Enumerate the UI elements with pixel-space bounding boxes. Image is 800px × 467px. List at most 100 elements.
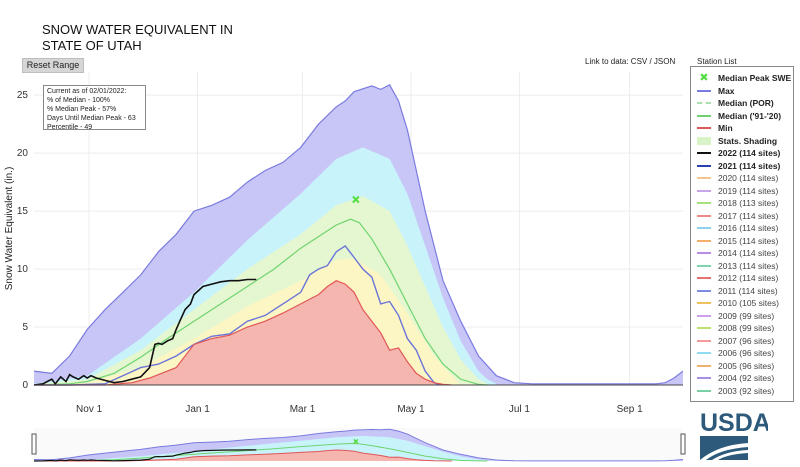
title-line-2: STATE OF UTAH: [42, 38, 142, 53]
legend: ✖ Median Peak SWE Max Median (POR) Median ('…: [690, 66, 794, 402]
x-tick-label: Nov 1: [76, 404, 103, 415]
legend-item[interactable]: 2005 (96 sites): [691, 360, 793, 372]
legend-swatch: [697, 189, 711, 192]
legend-label: Median (POR): [718, 98, 774, 108]
legend-item[interactable]: 2009 (99 sites): [691, 310, 793, 322]
station-list-link[interactable]: Station List: [697, 57, 737, 66]
info-line-3: % Median Peak - 57%: [47, 106, 117, 113]
legend-item[interactable]: 2007 (96 sites): [691, 335, 793, 347]
legend-label: 2018 (113 sites): [718, 198, 779, 208]
x-tick-label: Jul 1: [509, 404, 531, 415]
y-tick-label: 5: [22, 322, 28, 333]
legend-swatch: [697, 302, 711, 304]
legend-label: 2006 (96 sites): [718, 348, 775, 358]
legend-item[interactable]: 2004 (92 sites): [691, 372, 793, 384]
legend-swatch: [697, 152, 711, 154]
min-band: [34, 280, 452, 385]
legend-item[interactable]: Stats. Shading: [691, 135, 793, 147]
legend-item[interactable]: 2020 (114 sites): [691, 172, 793, 184]
legend-item[interactable]: 2003 (92 sites): [691, 385, 793, 397]
legend-item[interactable]: 2017 (114 sites): [691, 210, 793, 222]
title-line-1: SNOW WATER EQUIVALENT IN: [42, 22, 233, 37]
year-2022-line: [33, 278, 257, 386]
legend-item[interactable]: 2022 (114 sites): [691, 147, 793, 159]
legend-label: Median ('91-'20): [718, 110, 782, 121]
range-slider-handle-left[interactable]: [31, 433, 37, 455]
legend-label: 2020 (114 sites): [718, 173, 779, 183]
legend-item[interactable]: Median (POR): [691, 97, 793, 109]
legend-label: Median Peak SWE: [718, 73, 792, 83]
legend-swatch: [697, 252, 711, 254]
legend-item[interactable]: Max: [691, 85, 793, 97]
legend-item[interactable]: 2018 (113 sites): [691, 197, 793, 209]
x-tick-label: Sep 1: [617, 404, 644, 415]
legend-swatch: [697, 102, 711, 104]
legend-swatch: [697, 377, 711, 379]
legend-item[interactable]: 2008 (99 sites): [691, 322, 793, 334]
legend-label: 2021 (114 sites): [718, 160, 781, 171]
mini-median-line: [33, 442, 488, 462]
legend-item[interactable]: 2021 (114 sites): [691, 160, 793, 172]
legend-swatch: [697, 127, 711, 129]
chart-title: SNOW WATER EQUIVALENT IN STATE OF UTAH: [42, 22, 233, 54]
legend-swatch: [697, 327, 711, 329]
legend-swatch: [697, 389, 711, 392]
range-slider-handle-right[interactable]: [680, 433, 686, 455]
legend-swatch: [697, 352, 711, 354]
legend-label: 2017 (114 sites): [718, 210, 779, 221]
info-line-4: Days Until Median Peak - 63: [47, 115, 136, 122]
reset-range-button[interactable]: Reset Range: [22, 58, 84, 73]
legend-swatch: [697, 339, 711, 342]
legend-swatch: [697, 89, 711, 92]
x-tick-label: Mar 1: [290, 404, 316, 415]
mini-stats-band: [34, 435, 497, 461]
legend-label: 2019 (114 sites): [718, 185, 779, 196]
median-line: [33, 218, 488, 386]
info-line-5: Percentile - 49: [47, 124, 93, 131]
legend-label: 2007 (96 sites): [718, 335, 775, 346]
legend-item[interactable]: Median ('91-'20): [691, 110, 793, 122]
legend-label: 2010 (105 sites): [718, 298, 779, 308]
year-2021-line: [34, 244, 440, 386]
y-tick-label: 10: [17, 264, 29, 275]
legend-swatch: [697, 277, 711, 279]
legend-item[interactable]: 2006 (96 sites): [691, 347, 793, 359]
legend-label: 2022 (114 sites): [718, 148, 781, 158]
current-info-box: Current as of 02/01/2022: % of Median - …: [43, 85, 146, 131]
legend-item[interactable]: 2019 (114 sites): [691, 185, 793, 197]
legend-item[interactable]: 2010 (105 sites): [691, 297, 793, 309]
legend-item[interactable]: 2013 (114 sites): [691, 260, 793, 272]
info-line-1: Current as of 02/01/2022:: [47, 88, 127, 95]
y-tick-label: 15: [17, 206, 29, 217]
legend-label: 2013 (114 sites): [718, 260, 779, 271]
data-link[interactable]: Link to data: CSV / JSON: [585, 57, 676, 66]
legend-item[interactable]: 2014 (114 sites): [691, 247, 793, 259]
mini-max-line: [33, 428, 684, 462]
legend-item[interactable]: 2016 (114 sites): [691, 222, 793, 234]
legend-swatch: [697, 227, 711, 229]
legend-label: Stats. Shading: [718, 135, 778, 146]
y-axis-label: Snow Water Equivalent (in.): [4, 167, 15, 291]
legend-label: 2008 (99 sites): [718, 323, 775, 333]
median-peak-marker: [352, 195, 360, 204]
legend-swatch: [697, 364, 711, 367]
legend-label: 2009 (99 sites): [718, 310, 775, 321]
legend-item[interactable]: 2011 (114 sites): [691, 285, 793, 297]
y-tick-label: 0: [22, 380, 28, 391]
legend-item[interactable]: 2015 (114 sites): [691, 235, 793, 247]
info-line-2: % of Median - 100%: [47, 97, 111, 104]
legend-label: 2003 (92 sites): [718, 385, 775, 396]
legend-item[interactable]: 2012 (114 sites): [691, 272, 793, 284]
legend-label: Max: [718, 85, 735, 96]
usda-logo-text: USDA: [700, 409, 768, 437]
legend-item[interactable]: ✖ Median Peak SWE: [691, 72, 793, 84]
legend-item[interactable]: Min: [691, 122, 793, 134]
y-tick-label: 20: [17, 148, 29, 159]
legend-swatch: [697, 314, 711, 317]
legend-swatch: [697, 264, 711, 267]
legend-label: 2005 (96 sites): [718, 360, 775, 371]
legend-swatch: [697, 214, 711, 217]
legend-label: 2015 (114 sites): [718, 235, 779, 246]
max-line: [33, 83, 684, 385]
